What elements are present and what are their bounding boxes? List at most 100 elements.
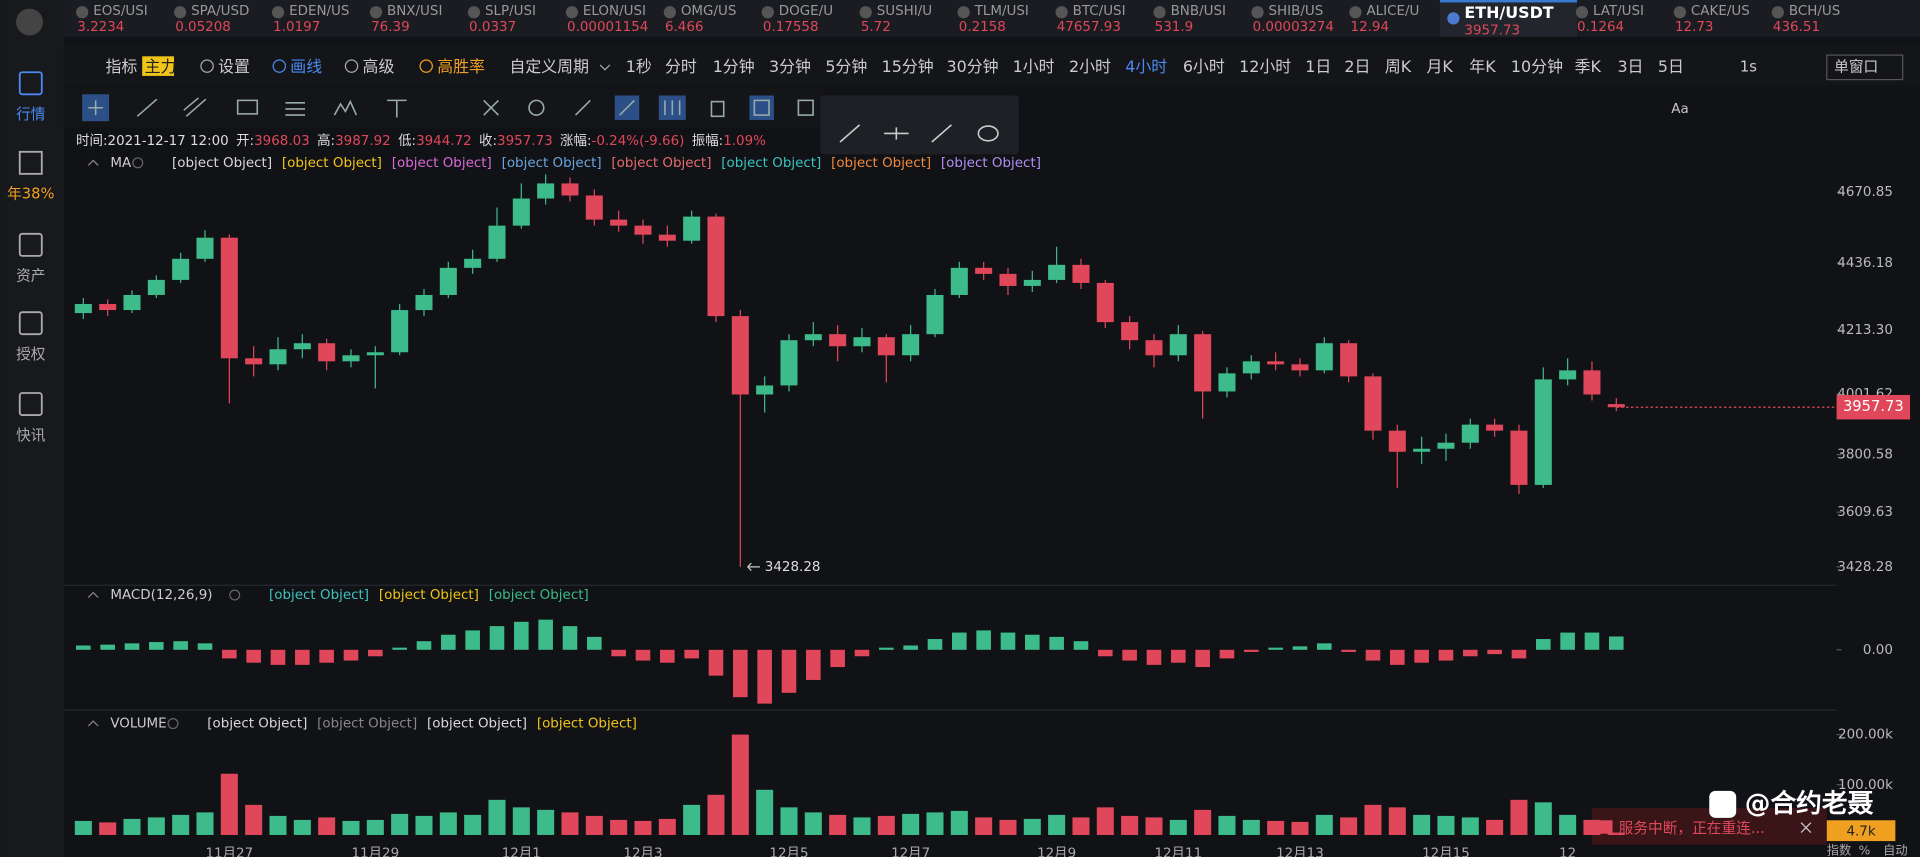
ticker-name[interactable]: BTC/USI [1073, 4, 1126, 19]
ticker-price: 531.9 [1155, 20, 1194, 35]
volume-bar [1413, 814, 1431, 835]
candle-body [464, 258, 482, 268]
candle-body [123, 294, 141, 311]
close-icon[interactable] [1800, 822, 1812, 833]
ticker-icon [76, 6, 89, 19]
sidebar-label[interactable]: 行情 [16, 106, 46, 123]
ticker-price: 0.17558 [763, 20, 819, 35]
toolbar-item[interactable]: 画线 [290, 57, 322, 76]
ticker-icon [1349, 6, 1362, 19]
toolbar-item[interactable]: 指标 [105, 57, 137, 76]
ticker-name[interactable]: ETH/USDT [1464, 3, 1553, 22]
x-tick-label: 12月9 [1037, 846, 1076, 857]
toolbar-item[interactable]: 5日 [1658, 57, 1684, 76]
toolbar-item[interactable]: 1秒 [626, 57, 652, 76]
sidebar-label[interactable]: 资产 [16, 268, 45, 285]
ticker-name[interactable]: SLP/USI [485, 4, 536, 19]
legend-title: MACD(12,26,9) [110, 588, 212, 603]
macd-bar [635, 649, 651, 661]
status-control[interactable]: % [1859, 843, 1871, 857]
candle-body [293, 343, 311, 350]
macd-bar [1511, 649, 1527, 659]
ticker-icon [859, 6, 872, 19]
ticker-name[interactable]: ELON/USI [583, 4, 646, 19]
toolbar-item[interactable]: 1日 [1305, 57, 1331, 76]
toolbar-item[interactable]: 4小时 [1125, 57, 1167, 76]
macd-bar [757, 649, 772, 704]
ticker-name[interactable]: BNB/USI [1171, 4, 1226, 19]
toolbar-item[interactable]: 主力 [145, 57, 177, 76]
ticker-name[interactable]: OMG/US [681, 4, 737, 19]
text-tool[interactable]: Aa [1671, 102, 1688, 117]
ticker-name[interactable]: EOS/USI [93, 4, 148, 19]
ticker-name[interactable]: ALICE/U [1366, 4, 1419, 19]
toolbar-item[interactable]: 2小时 [1069, 57, 1111, 76]
toolbar-item[interactable]: 10分钟 [1511, 57, 1563, 76]
sidebar-label[interactable]: 快讯 [16, 427, 46, 444]
ticker-name[interactable]: TLM/USI [974, 4, 1029, 19]
candle-body [829, 334, 847, 347]
macd-bar [1438, 649, 1454, 661]
collapse-caret [87, 720, 99, 727]
toolbar-right[interactable]: 1s [1740, 58, 1757, 75]
toolbar-item[interactable]: 年K [1469, 57, 1496, 76]
volume-bar [683, 804, 701, 835]
toolbar-item[interactable]: 5分钟 [825, 57, 867, 76]
toolbar-item[interactable]: 6小时 [1183, 57, 1225, 76]
macd-bar [1608, 636, 1624, 650]
ticker-name[interactable]: SPA/USD [191, 4, 249, 19]
legend-eye [132, 157, 144, 169]
ticker-name[interactable]: BNX/USI [387, 4, 442, 19]
ticker-name[interactable]: SHIB/US [1269, 4, 1324, 19]
info-part: 低: [398, 133, 416, 149]
macd-bar [1146, 649, 1162, 665]
ticker-name[interactable]: LAT/USI [1593, 4, 1644, 19]
sidebar-label[interactable]: 授权 [16, 346, 46, 363]
toolbar-item[interactable]: 1小时 [1013, 57, 1055, 76]
low-arrow [747, 562, 760, 571]
toolbar-right[interactable]: 单窗口 [1834, 57, 1878, 75]
candle-body [780, 340, 798, 386]
ticker-name[interactable]: DOGE/U [779, 4, 833, 19]
legend: [object Object] [object Object] [object Ob… [172, 156, 1041, 171]
toolbar-item[interactable]: 高级 [363, 57, 395, 76]
toolbar-item[interactable]: 月K [1426, 57, 1453, 76]
x-tick-label: 12 [1559, 846, 1576, 857]
drawing-toolbar [63, 88, 823, 128]
toolbar-item[interactable]: 2日 [1344, 57, 1370, 76]
volume-bar [439, 812, 457, 835]
toolbar-item[interactable]: 1分钟 [713, 57, 755, 76]
ticker-name[interactable]: EDEN/US [289, 4, 349, 19]
volume-bar [123, 818, 141, 835]
ticker-name[interactable]: BCH/US [1789, 4, 1840, 19]
status-control[interactable]: 自动 [1883, 843, 1907, 857]
toolbar-item[interactable]: 设置 [218, 57, 250, 76]
toolbar-item[interactable]: 高胜率 [437, 57, 485, 76]
legend: [object Object] [object Object] [object Ob… [269, 588, 589, 603]
ticker-name[interactable]: SUSHI/U [877, 4, 932, 19]
macd-bar [1073, 641, 1089, 650]
toolbar-item[interactable]: 3日 [1617, 57, 1643, 76]
toolbar-item[interactable]: 自定义周期 [509, 57, 589, 76]
sidebar-label[interactable]: 年38% [7, 186, 54, 203]
toolbar-item[interactable]: 分时 [665, 57, 697, 76]
tool-icon [344, 59, 359, 73]
toolbar-item[interactable]: 15分钟 [882, 57, 934, 76]
macd-bar [1195, 649, 1210, 668]
status-control[interactable]: 指数 [1827, 842, 1851, 857]
toolbar-item[interactable]: 12小时 [1239, 57, 1291, 76]
toolbar-item[interactable]: 周K [1385, 57, 1412, 76]
toolbar-item[interactable]: 3分钟 [769, 57, 811, 76]
toolbar-item[interactable]: 30分钟 [947, 57, 999, 76]
macd-bar [319, 649, 334, 663]
x-tick-label: 12月3 [623, 846, 662, 857]
macd-bar [100, 644, 115, 650]
candle-body [1510, 430, 1528, 485]
legend-item: [object Object] [172, 156, 272, 171]
toolbar-item[interactable]: 季K [1575, 57, 1602, 76]
macd-bar [854, 649, 870, 657]
candle-body [391, 310, 409, 353]
info-part: 3944.72 [416, 134, 472, 149]
ticker-name[interactable]: CAKE/US [1691, 4, 1750, 19]
candle-body [1023, 279, 1041, 286]
